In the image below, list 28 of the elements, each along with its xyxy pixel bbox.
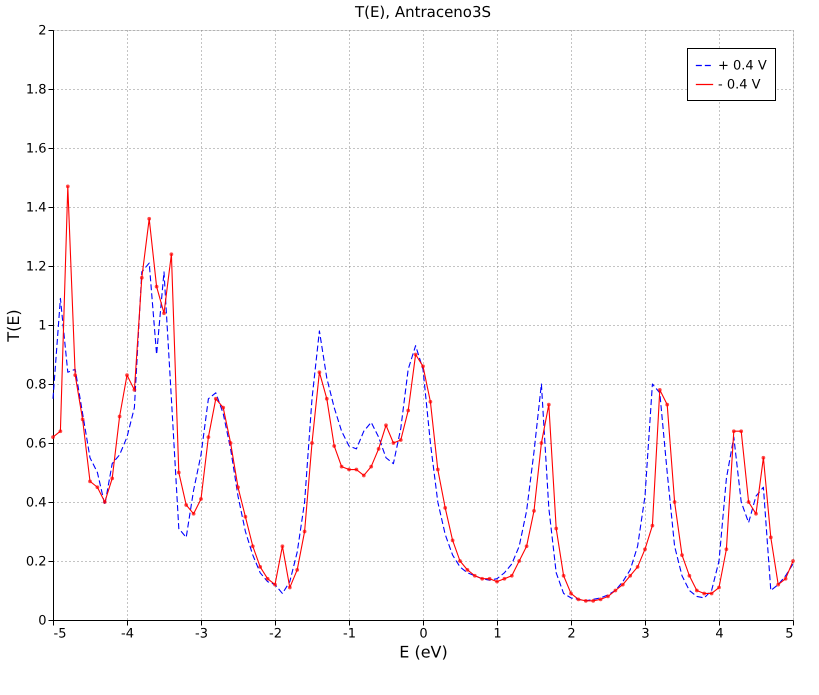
x-tick-label: -5 bbox=[54, 626, 66, 642]
x-tick-label: 2 bbox=[567, 626, 576, 642]
x-tick-label: -3 bbox=[195, 626, 208, 642]
y-tick-label: 1 bbox=[38, 318, 46, 334]
y-tick-label: 2 bbox=[38, 24, 46, 38]
x-tick-label: -1 bbox=[343, 626, 356, 642]
y-tick-label: 0 bbox=[38, 614, 46, 628]
y-tick-label: 1.2 bbox=[26, 260, 46, 274]
chart-title: T(E), Antraceno3S bbox=[354, 3, 492, 21]
y-axis-title: T(E) bbox=[4, 309, 23, 343]
x-tick-label: 3 bbox=[641, 626, 650, 642]
x-tick-label: 4 bbox=[715, 626, 724, 642]
line-series bbox=[52, 262, 794, 602]
legend-label: + 0.4 V bbox=[718, 58, 767, 74]
y-tick-label: 0.4 bbox=[26, 496, 46, 510]
legend-label: - 0.4 V bbox=[718, 78, 761, 92]
x-tick-label: 0 bbox=[419, 626, 428, 642]
y-tick-label: 1.4 bbox=[26, 200, 46, 216]
y-tick-label: 1.6 bbox=[26, 142, 46, 156]
x-axis-title: E (eV) bbox=[399, 642, 448, 662]
x-tick-label: 1 bbox=[493, 626, 502, 642]
x-tick-label: -4 bbox=[121, 626, 134, 642]
x-tick-label: -2 bbox=[269, 626, 282, 642]
y-tick-label: 0.6 bbox=[26, 436, 46, 452]
y-tick-label: 0.2 bbox=[26, 554, 46, 570]
y-tick-label: 0.8 bbox=[26, 378, 46, 392]
x-tick-label: 5 bbox=[785, 626, 794, 642]
y-tick-label: 1.8 bbox=[26, 82, 46, 98]
